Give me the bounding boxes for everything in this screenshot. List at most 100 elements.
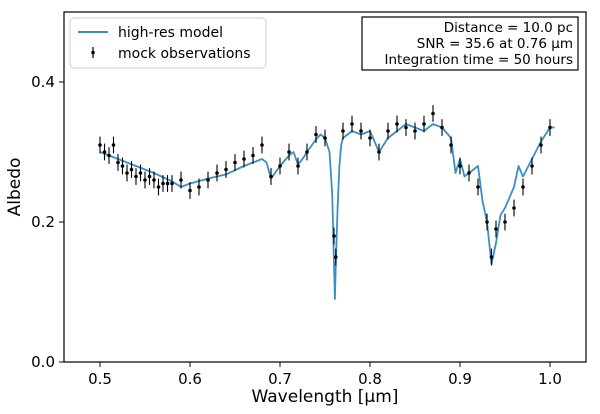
x-tick-label: 1.0	[538, 370, 562, 388]
observation-point	[539, 136, 543, 154]
observation-point	[341, 122, 345, 140]
observation-point	[314, 126, 318, 143]
observation-point	[206, 171, 210, 189]
y-tick-label: 0.2	[31, 213, 55, 231]
observation-marker	[395, 122, 399, 126]
observation-point	[156, 178, 161, 196]
annotation-box: Distance = 10.0 pc SNR = 35.6 at 0.76 μm…	[361, 16, 579, 71]
observation-point	[359, 122, 363, 140]
observation-marker	[165, 181, 170, 186]
observation-point	[431, 105, 435, 122]
y-tick-label: 0.0	[31, 353, 55, 371]
observation-marker	[350, 122, 354, 126]
observation-marker	[503, 220, 507, 224]
observation-marker	[143, 178, 147, 182]
observation-point	[413, 122, 417, 140]
observation-marker	[323, 136, 327, 140]
observation-marker	[260, 143, 264, 147]
observation-point	[449, 136, 453, 154]
observation-point	[188, 182, 192, 199]
observation-marker	[125, 171, 129, 175]
observation-marker	[485, 220, 489, 224]
x-tick-label: 0.8	[358, 370, 382, 388]
observation-point	[296, 157, 300, 175]
x-tick-label: 0.9	[448, 370, 472, 388]
observation-point	[485, 213, 489, 231]
observation-point	[197, 178, 201, 196]
observation-marker	[377, 150, 381, 154]
observation-marker	[548, 125, 552, 130]
observation-marker	[296, 164, 300, 168]
annotation-snr: SNR = 35.6 at 0.76 μm	[417, 36, 573, 52]
observation-marker	[512, 206, 516, 210]
observation-marker	[147, 174, 152, 179]
observation-point	[422, 115, 426, 133]
observation-marker	[138, 171, 143, 175]
observation-marker	[111, 143, 116, 147]
observation-point	[161, 175, 165, 192]
x-tick-label: 0.7	[268, 370, 292, 388]
observation-point	[521, 178, 525, 196]
observation-point	[368, 129, 372, 147]
annotation-frame	[361, 16, 579, 71]
observation-marker	[129, 167, 134, 172]
observation-point	[107, 147, 111, 164]
x-axis-ticks: 0.5 0.6 0.7 0.8 0.9 1.0	[88, 362, 562, 388]
observation-point	[125, 164, 129, 182]
observation-point	[170, 175, 174, 192]
observation-marker	[233, 160, 237, 165]
observation-point	[476, 178, 480, 196]
observation-marker	[242, 157, 246, 161]
observation-point	[242, 150, 246, 168]
observation-point	[98, 136, 102, 154]
observation-marker	[449, 143, 453, 147]
observation-marker	[440, 125, 444, 130]
observation-marker	[152, 178, 156, 182]
observation-point	[458, 157, 462, 175]
observation-point	[404, 119, 408, 136]
observation-marker	[170, 181, 174, 186]
observation-point	[467, 164, 471, 182]
x-axis-label: Wavelength [μm]	[252, 387, 399, 407]
observation-marker	[521, 185, 525, 189]
observation-point	[215, 164, 219, 182]
observation-point	[287, 143, 291, 161]
annotation-distance: Distance = 10.0 pc	[444, 20, 573, 36]
observation-marker	[179, 178, 183, 182]
observation-marker	[98, 143, 102, 147]
observation-point	[334, 248, 338, 266]
observation-marker	[413, 129, 417, 133]
observation-marker	[422, 122, 426, 126]
observation-marker	[530, 164, 534, 168]
observation-marker	[404, 125, 408, 130]
observation-point	[440, 119, 444, 136]
observation-marker	[458, 164, 462, 168]
observation-point	[260, 136, 264, 154]
observation-marker	[197, 185, 201, 189]
observation-marker	[359, 129, 363, 133]
observation-marker	[102, 150, 107, 154]
observation-point	[143, 171, 147, 189]
observation-point	[129, 161, 134, 178]
observation-marker	[224, 167, 228, 172]
plot-marks	[98, 105, 555, 300]
observation-marker	[489, 255, 494, 259]
observation-marker	[134, 174, 138, 179]
observation-marker	[161, 181, 165, 186]
observation-point	[494, 220, 498, 238]
observation-point	[152, 171, 156, 189]
observation-point	[147, 168, 152, 185]
observation-marker	[107, 153, 111, 158]
observation-point	[111, 136, 116, 154]
observation-point	[233, 154, 237, 171]
observation-point	[305, 143, 309, 161]
observation-marker	[278, 164, 282, 168]
y-axis-label: Albedo	[5, 158, 25, 217]
legend-label-observations: mock observations	[118, 46, 251, 62]
legend-label-model: high-res model	[118, 25, 223, 41]
observation-point	[530, 157, 534, 175]
observation-marker	[305, 150, 309, 154]
observation-marker	[251, 153, 255, 158]
observation-point	[102, 143, 107, 161]
